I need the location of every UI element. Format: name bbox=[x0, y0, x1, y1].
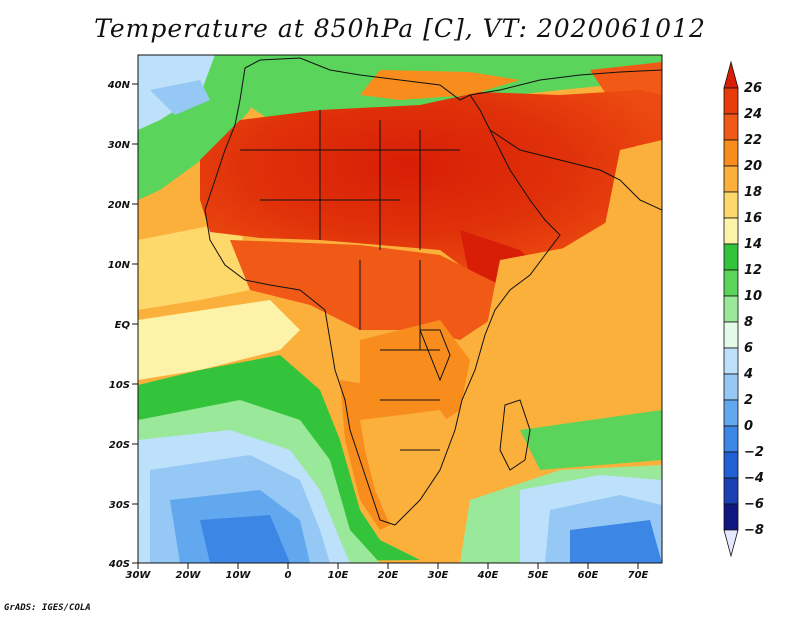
lat-label: 40N bbox=[107, 80, 131, 91]
colorbar-swatch bbox=[723, 503, 739, 531]
colorbar-swatch bbox=[723, 113, 739, 141]
lat-label: 20S bbox=[109, 440, 130, 451]
colorbar-label: 10 bbox=[744, 289, 762, 304]
lon-label: 50E bbox=[528, 570, 549, 581]
lon-label: 70E bbox=[628, 570, 649, 581]
lat-label: 10S bbox=[109, 380, 130, 391]
lon-label: 0 bbox=[285, 570, 292, 581]
colorbar-swatch bbox=[723, 347, 739, 375]
lon-label: 10W bbox=[226, 570, 252, 581]
colorbar-swatch bbox=[723, 477, 739, 505]
colorbar-swatch bbox=[723, 87, 739, 115]
colorbar-label: 26 bbox=[744, 81, 762, 96]
lat-label: 10N bbox=[108, 260, 131, 271]
temperature-field bbox=[138, 55, 662, 563]
coastlines bbox=[204, 57, 662, 526]
colorbar-label: 4 bbox=[743, 367, 753, 382]
colorbar-swatch bbox=[723, 269, 739, 297]
colorbar-swatch bbox=[723, 217, 739, 245]
colorbar-swatch bbox=[723, 60, 739, 89]
lon-label: 40E bbox=[477, 570, 499, 581]
lon-label: 20W bbox=[176, 570, 202, 581]
colorbar-label: −2 bbox=[744, 445, 764, 460]
credit-text: GrADS: IGES/COLA bbox=[4, 603, 91, 613]
colorbar-label: 22 bbox=[744, 133, 762, 148]
colorbar-swatch bbox=[723, 295, 739, 323]
colorbar-label: 24 bbox=[744, 107, 762, 122]
map-title: Temperature at 850hPa [C], VT: 202006101… bbox=[94, 14, 706, 43]
lon-label: 30E bbox=[428, 570, 449, 581]
map-frame bbox=[137, 54, 663, 564]
colorbar-swatch bbox=[723, 373, 739, 401]
colorbar-label: −6 bbox=[744, 497, 764, 512]
colorbar-label: 2 bbox=[744, 393, 753, 408]
colorbar-label: 8 bbox=[744, 315, 753, 330]
colorbar-swatch bbox=[723, 425, 739, 453]
lat-label: 30S bbox=[109, 500, 130, 511]
lon-label: 20E bbox=[378, 570, 399, 581]
colorbar-label: 0 bbox=[744, 419, 753, 434]
lon-label: 30W bbox=[126, 570, 152, 581]
lon-axis: 30W 20W 10W 0 10E 20E 30E 40E 50E 60E 70… bbox=[126, 563, 649, 581]
colorbar-swatch bbox=[723, 399, 739, 427]
colorbar-label: 18 bbox=[744, 185, 762, 200]
colorbar-swatch bbox=[723, 321, 739, 349]
colorbar-label: 20 bbox=[744, 159, 762, 174]
colorbar-label: 12 bbox=[744, 263, 762, 278]
colorbar-label: 6 bbox=[744, 341, 753, 356]
lon-label: 60E bbox=[578, 570, 599, 581]
lat-axis: 40N 30N 20N 10N EQ 10S 20S 30S 40S bbox=[107, 80, 138, 570]
colorbar-label: 14 bbox=[744, 237, 762, 252]
colorbar-swatch bbox=[723, 191, 739, 219]
colorbar-label: −4 bbox=[744, 471, 764, 486]
colorbar-label: −8 bbox=[744, 523, 764, 538]
colorbar-label: 16 bbox=[744, 211, 762, 226]
lon-label: 10E bbox=[328, 570, 349, 581]
colorbar-swatch bbox=[723, 139, 739, 167]
lat-label: 30N bbox=[108, 140, 131, 151]
lat-label: EQ bbox=[115, 320, 131, 331]
lat-label: 20N bbox=[108, 200, 131, 211]
colorbar-swatch bbox=[723, 451, 739, 479]
colorbar-swatch bbox=[723, 243, 739, 271]
colorbar-swatch bbox=[723, 165, 739, 193]
colorbar-swatch bbox=[723, 529, 739, 558]
lat-label: 40S bbox=[108, 559, 130, 570]
